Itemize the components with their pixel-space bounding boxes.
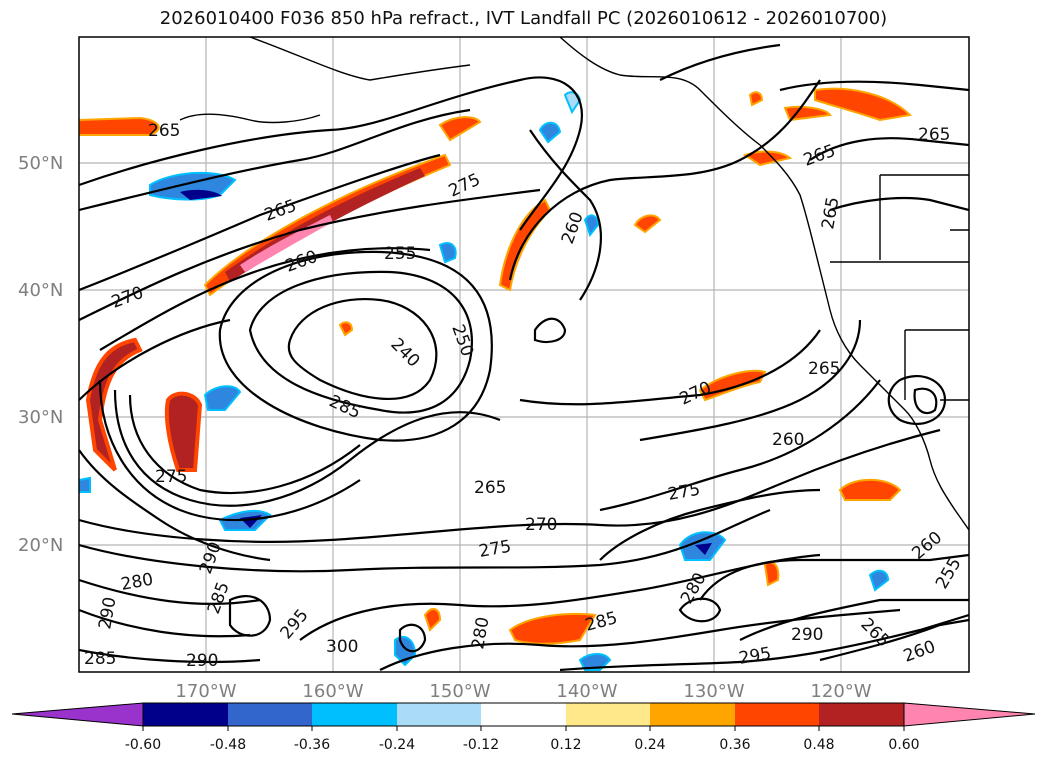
colorbar-tick-label: -0.60: [125, 737, 161, 753]
positive-anomaly-max: [240, 215, 333, 272]
colorbar-bin: [650, 703, 735, 726]
colorbar-frame: [142, 702, 905, 727]
colorbar-tick-label: -0.24: [379, 737, 415, 753]
colorbar-bin: [143, 703, 228, 726]
contour-label: 255: [384, 244, 416, 264]
contour-label: 265: [148, 121, 180, 141]
lon-label-160w: 160°W: [302, 681, 363, 702]
colorbar-bin: [228, 703, 312, 726]
lat-label-20n: 20°N: [18, 535, 63, 556]
lon-label-140w: 140°W: [556, 681, 617, 702]
colorbar-bin: [397, 703, 481, 726]
lat-label-40n: 40°N: [18, 280, 63, 301]
colorbar-bin: [312, 703, 397, 726]
colorbar-bin: [819, 703, 904, 726]
lat-label-30n: 30°N: [18, 407, 63, 428]
positive-anomaly-west-2: [164, 391, 203, 472]
contour-label: 265: [808, 359, 840, 379]
positive-anomaly-top-left: [79, 116, 160, 136]
contour-label: 290: [186, 651, 218, 671]
colorbar-tick-label: 0.36: [719, 737, 750, 753]
plot-area: 265 275 255 260 270 240 250 285 265 275 …: [79, 37, 969, 672]
colorbar-tick-label: 0.60: [888, 737, 919, 753]
lon-label-120w: 120°W: [810, 681, 871, 702]
colorbar-ticks: [142, 726, 905, 731]
colorbar-tick-label: -0.36: [294, 737, 330, 753]
colorbar-tick-label: 0.24: [634, 737, 665, 753]
lon-label-130w: 130°W: [683, 681, 744, 702]
map-title: 2026010400 F036 850 hPa refract., IVT La…: [159, 8, 888, 29]
contour-label: 285: [84, 649, 116, 669]
contour-label: 290: [791, 625, 823, 645]
colorbar-tick-label: -0.48: [210, 737, 246, 753]
plot-frame: [78, 36, 970, 673]
colorbar-tick-label: 0.12: [550, 737, 581, 753]
refractivity-contours: [79, 43, 969, 672]
positive-anomaly-west: [85, 337, 143, 472]
colorbar-tick-label: -0.12: [463, 737, 499, 753]
contour-label: 265: [918, 125, 950, 145]
latitude-labels: 50°N 40°N 30°N 20°N: [18, 153, 63, 556]
colorbar-extend-min: [11, 702, 144, 727]
contour-label: 300: [326, 637, 358, 657]
coastline: [179, 37, 969, 531]
contour-label: 275: [155, 467, 187, 487]
lat-label-50n: 50°N: [18, 153, 63, 174]
colorbar-tick-label: 0.48: [803, 737, 834, 753]
colorbar-bin: [566, 703, 650, 726]
colorbar: -0.60 -0.48 -0.36 -0.24 -0.12 0.12 0.24 …: [11, 702, 1036, 753]
contour-label: 265: [474, 478, 506, 498]
colorbar-extend-max: [903, 702, 1036, 727]
colorbar-bin: [735, 703, 819, 726]
longitude-labels: 170°W 160°W 150°W 140°W 130°W 120°W: [175, 681, 871, 702]
contour-label: 260: [772, 430, 804, 450]
lon-label-170w: 170°W: [175, 681, 236, 702]
lon-label-150w: 150°W: [429, 681, 490, 702]
colorbar-bin: [481, 703, 566, 726]
contour-label: 270: [525, 515, 557, 535]
